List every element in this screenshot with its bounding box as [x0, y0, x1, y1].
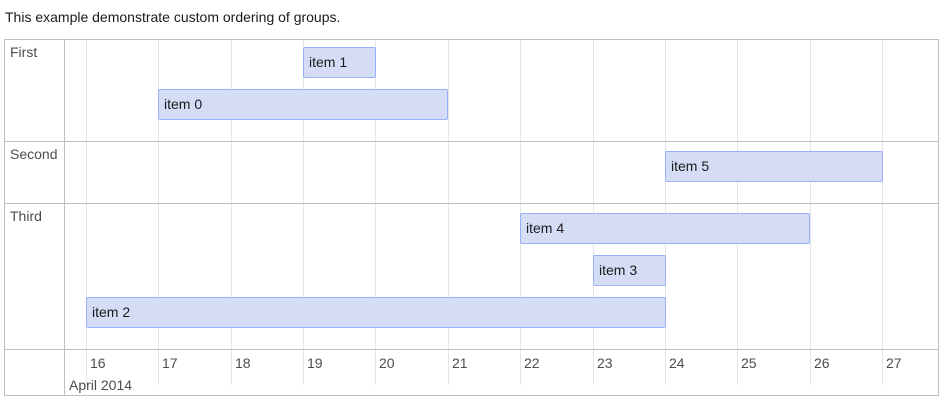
group-label-second: Second [5, 142, 64, 204]
axis-day-label: 24 [669, 355, 685, 371]
timeline-item-2[interactable]: item 2 [86, 297, 666, 328]
axis-day-label: 23 [597, 355, 613, 371]
gridline [520, 40, 521, 350]
timeline-item-3[interactable]: item 3 [593, 255, 666, 286]
axis-day-label: 18 [235, 355, 251, 371]
axis-tick [303, 350, 304, 385]
axis-tick [231, 350, 232, 385]
axis-tick [86, 350, 87, 385]
axis-day-label: 26 [814, 355, 830, 371]
axis-tick [375, 350, 376, 385]
page-intro-text: This example demonstrate custom ordering… [5, 9, 341, 25]
gridline [737, 40, 738, 350]
timeline-item-0[interactable]: item 0 [158, 89, 448, 120]
timeline-content[interactable]: item 1 item 0 item 5 item 4 item 3 item … [5, 40, 938, 395]
group-label-first: First [5, 40, 64, 142]
axis-day-label: 22 [524, 355, 540, 371]
group-separator [5, 141, 938, 142]
axis-tick [448, 350, 449, 385]
gridline [231, 40, 232, 350]
axis-day-label: 25 [741, 355, 757, 371]
timeline-item-4[interactable]: item 4 [520, 213, 810, 244]
axis-day-label: 20 [379, 355, 395, 371]
group-labels-panel: First Second Third [5, 40, 65, 395]
gridline [158, 40, 159, 350]
axis-day-label: 16 [90, 355, 106, 371]
axis-tick [520, 350, 521, 385]
gridline [303, 40, 304, 350]
timeline-item-1[interactable]: item 1 [303, 47, 376, 78]
axis-separator [5, 349, 938, 350]
axis-tick [882, 350, 883, 385]
axis-day-label: 21 [452, 355, 468, 371]
group-label-third: Third [5, 204, 64, 350]
axis-tick [158, 350, 159, 385]
timeline[interactable]: First Second Third item [4, 39, 939, 396]
axis-tick [810, 350, 811, 385]
gridline [86, 40, 87, 350]
gridline [593, 40, 594, 350]
axis-day-label: 17 [162, 355, 178, 371]
gridline [665, 40, 666, 350]
axis-day-label: 19 [307, 355, 323, 371]
gridline [810, 40, 811, 350]
axis-tick [665, 350, 666, 385]
gridline [882, 40, 883, 350]
gridline [448, 40, 449, 350]
axis-day-label: 27 [886, 355, 902, 371]
timeline-item-5[interactable]: item 5 [665, 151, 883, 182]
gridline [375, 40, 376, 350]
group-separator [5, 203, 938, 204]
axis-month-label: April 2014 [69, 377, 133, 393]
axis-tick [737, 350, 738, 385]
axis-tick [593, 350, 594, 385]
